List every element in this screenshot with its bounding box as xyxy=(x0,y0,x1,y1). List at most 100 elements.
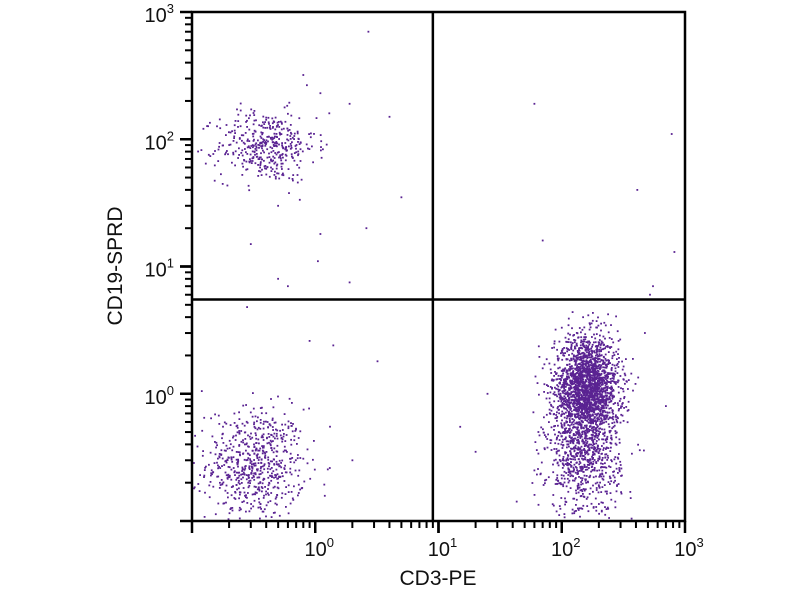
data-point xyxy=(592,374,595,377)
data-point xyxy=(602,404,605,407)
data-point xyxy=(592,451,594,454)
data-point xyxy=(591,387,594,389)
data-point xyxy=(266,421,269,423)
data-point xyxy=(269,136,272,139)
data-point xyxy=(290,443,293,446)
data-point xyxy=(296,181,299,184)
data-point xyxy=(617,379,620,382)
data-point xyxy=(623,397,625,400)
data-point xyxy=(558,340,561,343)
data-point xyxy=(245,121,247,123)
data-point xyxy=(561,370,564,372)
data-point xyxy=(258,146,260,149)
data-point xyxy=(609,450,612,452)
data-point xyxy=(576,408,579,411)
data-point xyxy=(575,413,578,416)
data-point xyxy=(591,463,594,465)
data-point xyxy=(606,454,609,457)
data-point xyxy=(623,372,626,375)
data-point xyxy=(570,455,573,457)
data-point xyxy=(615,414,617,417)
data-point xyxy=(203,476,205,478)
data-point xyxy=(570,387,573,389)
data-point xyxy=(618,470,621,473)
data-point xyxy=(592,430,594,433)
data-point xyxy=(238,451,241,454)
data-point xyxy=(570,407,572,410)
data-point xyxy=(579,365,582,368)
data-point xyxy=(563,423,566,426)
data-point xyxy=(296,132,299,135)
data-point xyxy=(616,381,619,384)
data-point xyxy=(243,473,246,475)
data-point xyxy=(546,384,548,386)
data-point xyxy=(220,479,223,481)
data-point xyxy=(588,493,591,495)
data-point xyxy=(585,380,588,383)
data-point xyxy=(567,395,569,397)
data-point xyxy=(565,358,568,361)
data-point xyxy=(238,517,241,520)
data-point xyxy=(570,458,573,461)
data-point xyxy=(582,389,585,392)
data-point xyxy=(263,464,266,467)
data-point xyxy=(276,486,279,489)
data-point xyxy=(583,355,586,358)
data-point xyxy=(573,339,575,341)
data-point xyxy=(582,449,585,451)
data-point xyxy=(586,378,589,380)
data-point xyxy=(260,137,263,139)
data-point xyxy=(290,145,293,147)
data-point xyxy=(571,382,573,384)
data-point xyxy=(616,372,619,374)
data-point xyxy=(575,498,578,501)
data-point xyxy=(564,463,567,465)
data-point xyxy=(587,349,590,352)
data-point xyxy=(254,491,257,494)
data-point xyxy=(615,431,618,434)
data-points xyxy=(193,30,676,521)
data-point xyxy=(568,384,571,387)
data-point xyxy=(565,340,568,343)
data-point xyxy=(600,376,603,379)
data-point xyxy=(563,390,565,392)
data-point xyxy=(598,384,601,387)
data-point xyxy=(233,137,235,139)
data-point xyxy=(290,133,293,135)
data-point xyxy=(567,324,570,327)
data-point xyxy=(567,317,570,320)
data-point xyxy=(603,379,606,382)
data-point xyxy=(265,118,268,121)
data-point xyxy=(591,352,593,354)
data-point xyxy=(576,426,579,429)
data-point xyxy=(581,361,584,364)
data-point xyxy=(560,376,563,379)
data-point xyxy=(600,412,602,415)
data-point xyxy=(574,393,577,396)
data-point xyxy=(577,448,580,451)
data-point xyxy=(593,383,596,385)
data-point xyxy=(591,427,593,430)
data-point xyxy=(288,177,291,180)
data-point xyxy=(302,457,305,460)
data-point xyxy=(552,504,555,507)
data-point xyxy=(583,441,586,443)
data-point xyxy=(597,384,599,387)
data-point xyxy=(613,458,616,461)
data-point xyxy=(289,502,292,505)
data-point xyxy=(610,442,613,445)
data-point xyxy=(279,157,282,160)
data-point xyxy=(577,380,580,383)
data-point xyxy=(577,436,579,439)
data-point xyxy=(221,183,224,185)
data-point xyxy=(630,372,633,375)
data-point xyxy=(577,406,580,408)
data-point xyxy=(577,484,580,486)
data-point xyxy=(625,358,627,360)
data-point xyxy=(595,414,598,417)
data-point xyxy=(578,469,581,472)
data-point xyxy=(568,436,571,438)
data-point xyxy=(564,396,567,399)
data-point xyxy=(601,413,604,415)
data-point xyxy=(282,450,285,453)
